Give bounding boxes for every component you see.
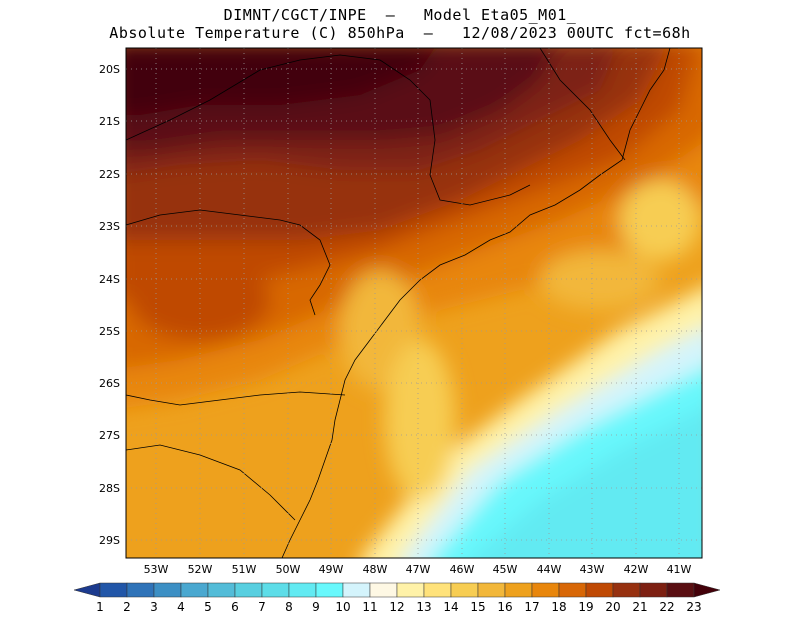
lat-label: 28S bbox=[99, 482, 120, 495]
lat-label: 23S bbox=[99, 220, 120, 233]
lat-label: 26S bbox=[99, 377, 120, 390]
lon-label: 41W bbox=[667, 563, 692, 576]
colorbar-label: 14 bbox=[443, 600, 458, 614]
temperature-field bbox=[126, 48, 702, 558]
colorbar-arrow-high bbox=[693, 582, 721, 598]
colorbar-segment bbox=[234, 582, 263, 598]
lon-label: 52W bbox=[188, 563, 213, 576]
lon-label: 43W bbox=[580, 563, 605, 576]
colorbar-label: 1 bbox=[96, 600, 104, 614]
lat-label: 24S bbox=[99, 273, 120, 286]
colorbar-segment bbox=[450, 582, 479, 598]
colorbar-labels: 1 2 3 4 5 6 7 8 9 10 11 12 13 14 15 16 1… bbox=[96, 600, 701, 614]
colorbar-segment bbox=[477, 582, 506, 598]
colorbar-label: 20 bbox=[605, 600, 620, 614]
colorbar-label: 21 bbox=[632, 600, 647, 614]
lat-label: 20S bbox=[99, 63, 120, 76]
colorbar-segment bbox=[369, 582, 398, 598]
borders bbox=[126, 48, 671, 558]
border-es bbox=[539, 48, 626, 161]
lat-label: 29S bbox=[99, 534, 120, 547]
lon-label: 49W bbox=[319, 563, 344, 576]
colorbar-label: 10 bbox=[335, 600, 350, 614]
colorbar-label: 9 bbox=[312, 600, 320, 614]
colorbar-label: 7 bbox=[258, 600, 266, 614]
coastline bbox=[281, 48, 671, 558]
colorbar-segment bbox=[207, 582, 236, 598]
lon-label: 44W bbox=[537, 563, 562, 576]
lat-label: 21S bbox=[99, 115, 120, 128]
colorbar-segment bbox=[423, 582, 452, 598]
colorbar-label: 19 bbox=[578, 600, 593, 614]
colorbar-segment bbox=[504, 582, 533, 598]
border-sp-pr bbox=[126, 209, 331, 316]
border-sc-rs bbox=[126, 444, 296, 521]
colorbar-label: 4 bbox=[177, 600, 185, 614]
colorbar-label: 6 bbox=[231, 600, 239, 614]
colorbar-segment bbox=[666, 582, 695, 598]
colorbar-segment bbox=[126, 582, 155, 598]
colorbar-segment bbox=[612, 582, 641, 598]
colorbar-segment bbox=[558, 582, 587, 598]
colorbar-segment bbox=[585, 582, 614, 598]
plot-frame bbox=[125, 47, 703, 559]
colorbar-label: 12 bbox=[389, 600, 404, 614]
colorbar-segment bbox=[639, 582, 668, 598]
colorbar-label: 17 bbox=[524, 600, 539, 614]
lon-label: 50W bbox=[276, 563, 301, 576]
colorbar bbox=[73, 582, 721, 598]
lon-label: 51W bbox=[232, 563, 257, 576]
longitude-axis: 53W 52W 51W 50W 49W 48W 47W 46W 45W 44W … bbox=[144, 563, 692, 576]
border-mg bbox=[126, 54, 531, 206]
lon-label: 47W bbox=[406, 563, 431, 576]
colorbar-label: 23 bbox=[686, 600, 701, 614]
colorbar-label: 13 bbox=[416, 600, 431, 614]
colorbar-segment bbox=[531, 582, 560, 598]
lat-label: 22S bbox=[99, 168, 120, 181]
grid-lines bbox=[126, 48, 702, 558]
colorbar-label: 3 bbox=[150, 600, 158, 614]
colorbar-segment bbox=[99, 582, 128, 598]
lat-label: 27S bbox=[99, 429, 120, 442]
map-title-line1: DIMNT/CGCT/INPE – Model Eta05_M01_ bbox=[223, 6, 577, 24]
colorbar-label: 5 bbox=[204, 600, 212, 614]
lon-label: 48W bbox=[363, 563, 388, 576]
map-title-line2: Absolute Temperature (C) 850hPa – 12/08/… bbox=[109, 24, 691, 42]
colorbar-segment bbox=[315, 582, 344, 598]
lon-label: 46W bbox=[450, 563, 475, 576]
border-pr-sc bbox=[126, 391, 346, 406]
lat-label: 25S bbox=[99, 325, 120, 338]
colorbar-label: 8 bbox=[285, 600, 293, 614]
lon-label: 53W bbox=[144, 563, 169, 576]
colorbar-label: 22 bbox=[659, 600, 674, 614]
lon-label: 45W bbox=[493, 563, 518, 576]
colorbar-segment bbox=[396, 582, 425, 598]
colorbar-label: 15 bbox=[470, 600, 485, 614]
colorbar-label: 2 bbox=[123, 600, 131, 614]
colorbar-segment bbox=[153, 582, 182, 598]
colorbar-segment bbox=[261, 582, 290, 598]
latitude-axis: 20S 21S 22S 23S 24S 25S 26S 27S 28S 29S bbox=[99, 63, 120, 547]
colorbar-label: 11 bbox=[362, 600, 377, 614]
colorbar-label: 16 bbox=[497, 600, 512, 614]
colorbar-label: 18 bbox=[551, 600, 566, 614]
colorbar-arrow-low bbox=[73, 582, 101, 598]
lon-label: 42W bbox=[624, 563, 649, 576]
colorbar-segment bbox=[288, 582, 317, 598]
colorbar-segment bbox=[180, 582, 209, 598]
colorbar-segment bbox=[342, 582, 371, 598]
